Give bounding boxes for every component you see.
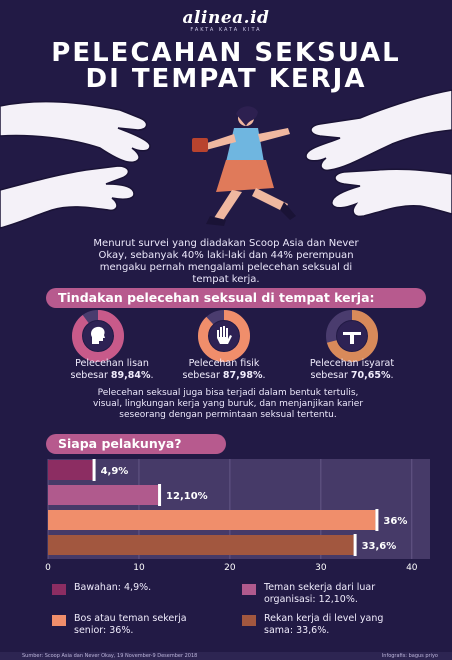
note-text: Pelecehan seksual juga bisa terjadi dala…: [58, 388, 398, 421]
legend-swatch: [242, 584, 256, 595]
footer-source: Sumber: Scoop Asia dan Never Okay, 19 No…: [22, 653, 198, 659]
legend-text: sama: 33,6%.: [264, 624, 330, 636]
chart-bar: [48, 485, 159, 505]
section-heading-actions: Tindakan pelecehan seksual di tempat ker…: [46, 288, 426, 308]
running-woman-icon: [192, 106, 296, 226]
chart-bar-end-marker: [92, 459, 96, 481]
chart-bar-end-marker: [158, 484, 162, 506]
footer-credit: Infografis: bagus priyo: [381, 653, 438, 659]
chart-tick-label: 40: [406, 563, 418, 570]
chart-data-label: 36%: [383, 516, 407, 527]
note-line: visual, lingkungan kerja yang buruk, dan…: [92, 399, 364, 409]
caption-isyarat: Pelecehan isyarat sebesar 70,65%.: [292, 358, 412, 381]
chart-tick-label: 10: [133, 563, 145, 570]
hero-illustration: [0, 89, 452, 229]
caption-prefix: sebesar: [70, 369, 108, 381]
donut-fisik: [198, 310, 250, 362]
chart-bar: [48, 460, 93, 480]
legend-text: Teman sekerja dari luar: [264, 582, 376, 593]
chart-tick-label: 0: [45, 563, 51, 570]
intro-line: Menurut survei yang diadakan Scoop Asia …: [93, 238, 359, 249]
gesture-icon: [343, 332, 361, 344]
intro-line: Okay, sebanyak 40% laki-laki dan 44% per…: [98, 250, 354, 261]
caption-label: Pelecehan lisan: [75, 358, 149, 369]
grabbing-hands-icon: [0, 89, 452, 229]
chart-bar: [48, 510, 376, 530]
title-line-2: DI TEMPAT KERJA: [85, 64, 367, 94]
donut-lisan: [72, 310, 124, 362]
legend-item-rekan: Rekan kerja di level yang sama: 33,6%.: [242, 613, 384, 636]
donut-arc-fisik: [198, 310, 250, 362]
chart-tick-label: 20: [224, 563, 236, 570]
caption-suffix: .: [390, 369, 394, 381]
caption-fisik: Pelecehan fisik sebesar 87,98%.: [164, 358, 284, 381]
caption-suffix: .: [150, 369, 154, 381]
intro-line: tempat kerja.: [192, 274, 260, 285]
donut-arc-lisan: [72, 310, 124, 362]
legend-text: Rekan kerja di level yang: [264, 613, 384, 624]
intro-text: Menurut survei yang diadakan Scoop Asia …: [60, 238, 392, 286]
footer: Sumber: Scoop Asia dan Never Okay, 19 No…: [0, 652, 452, 660]
brand-tagline: FAKTA KATA KITA: [190, 27, 262, 33]
caption-prefix: sebesar: [182, 369, 220, 381]
donut-arc-isyarat: [326, 310, 378, 362]
donut-isyarat: [326, 310, 378, 362]
note-line: seseorang dengan permintaan seksual tert…: [119, 410, 337, 420]
caption-lisan: Pelecehan lisan sebesar 89,84%.: [52, 358, 172, 381]
caption-value: 70,65%: [350, 369, 391, 381]
brand-logo: alinea.id: [182, 8, 270, 28]
legend-text: organisasi: 12,10%.: [264, 593, 358, 605]
chart-tick-label: 30: [315, 563, 327, 570]
perpetrator-bar-chart: 0 10 20 30 40 4,9% 12,10% 36% 33,6%: [45, 459, 430, 570]
legend-swatch: [242, 615, 256, 626]
caption-value: 87,98%: [222, 369, 263, 381]
legend-swatch: [52, 584, 66, 595]
chart-data-label: 12,10%: [166, 491, 208, 502]
chart-bar: [48, 535, 354, 555]
legend-text: senior: 36%.: [74, 624, 134, 636]
legend-item-luar: Teman sekerja dari luar organisasi: 12,1…: [242, 582, 376, 605]
caption-label: Pelecehan isyarat: [309, 358, 395, 369]
legend-text: Bawahan: 4,9%.: [74, 582, 152, 593]
intro-line: mengaku pernah mengalami pelecehan seksu…: [99, 262, 353, 273]
caption-suffix: .: [262, 369, 266, 381]
chart-bar-end-marker: [375, 509, 379, 531]
legend-swatch: [52, 615, 66, 626]
section-heading-perpetrators: Siapa pelakunya?: [46, 434, 226, 454]
caption-value: 89,84%: [110, 369, 151, 381]
title-line-1: PELECAHAN SEKSUAL: [51, 38, 401, 68]
chart-data-label: 4,9%: [101, 466, 129, 477]
chart-data-label: 33,6%: [362, 541, 397, 552]
raised-hand-icon: [217, 326, 232, 344]
chart-bar-end-marker: [353, 534, 357, 556]
legend-item-bos: Bos atau teman sekerja senior: 36%.: [52, 613, 187, 636]
note-line: Pelecehan seksual juga bisa terjadi dala…: [97, 388, 359, 398]
speaking-head-icon: [91, 326, 105, 344]
caption-label: Pelecehan fisik: [188, 358, 260, 369]
caption-prefix: sebesar: [310, 369, 348, 381]
legend-item-bawahan: Bawahan: 4,9%.: [52, 582, 152, 595]
legend-text: Bos atau teman sekerja: [74, 613, 187, 624]
